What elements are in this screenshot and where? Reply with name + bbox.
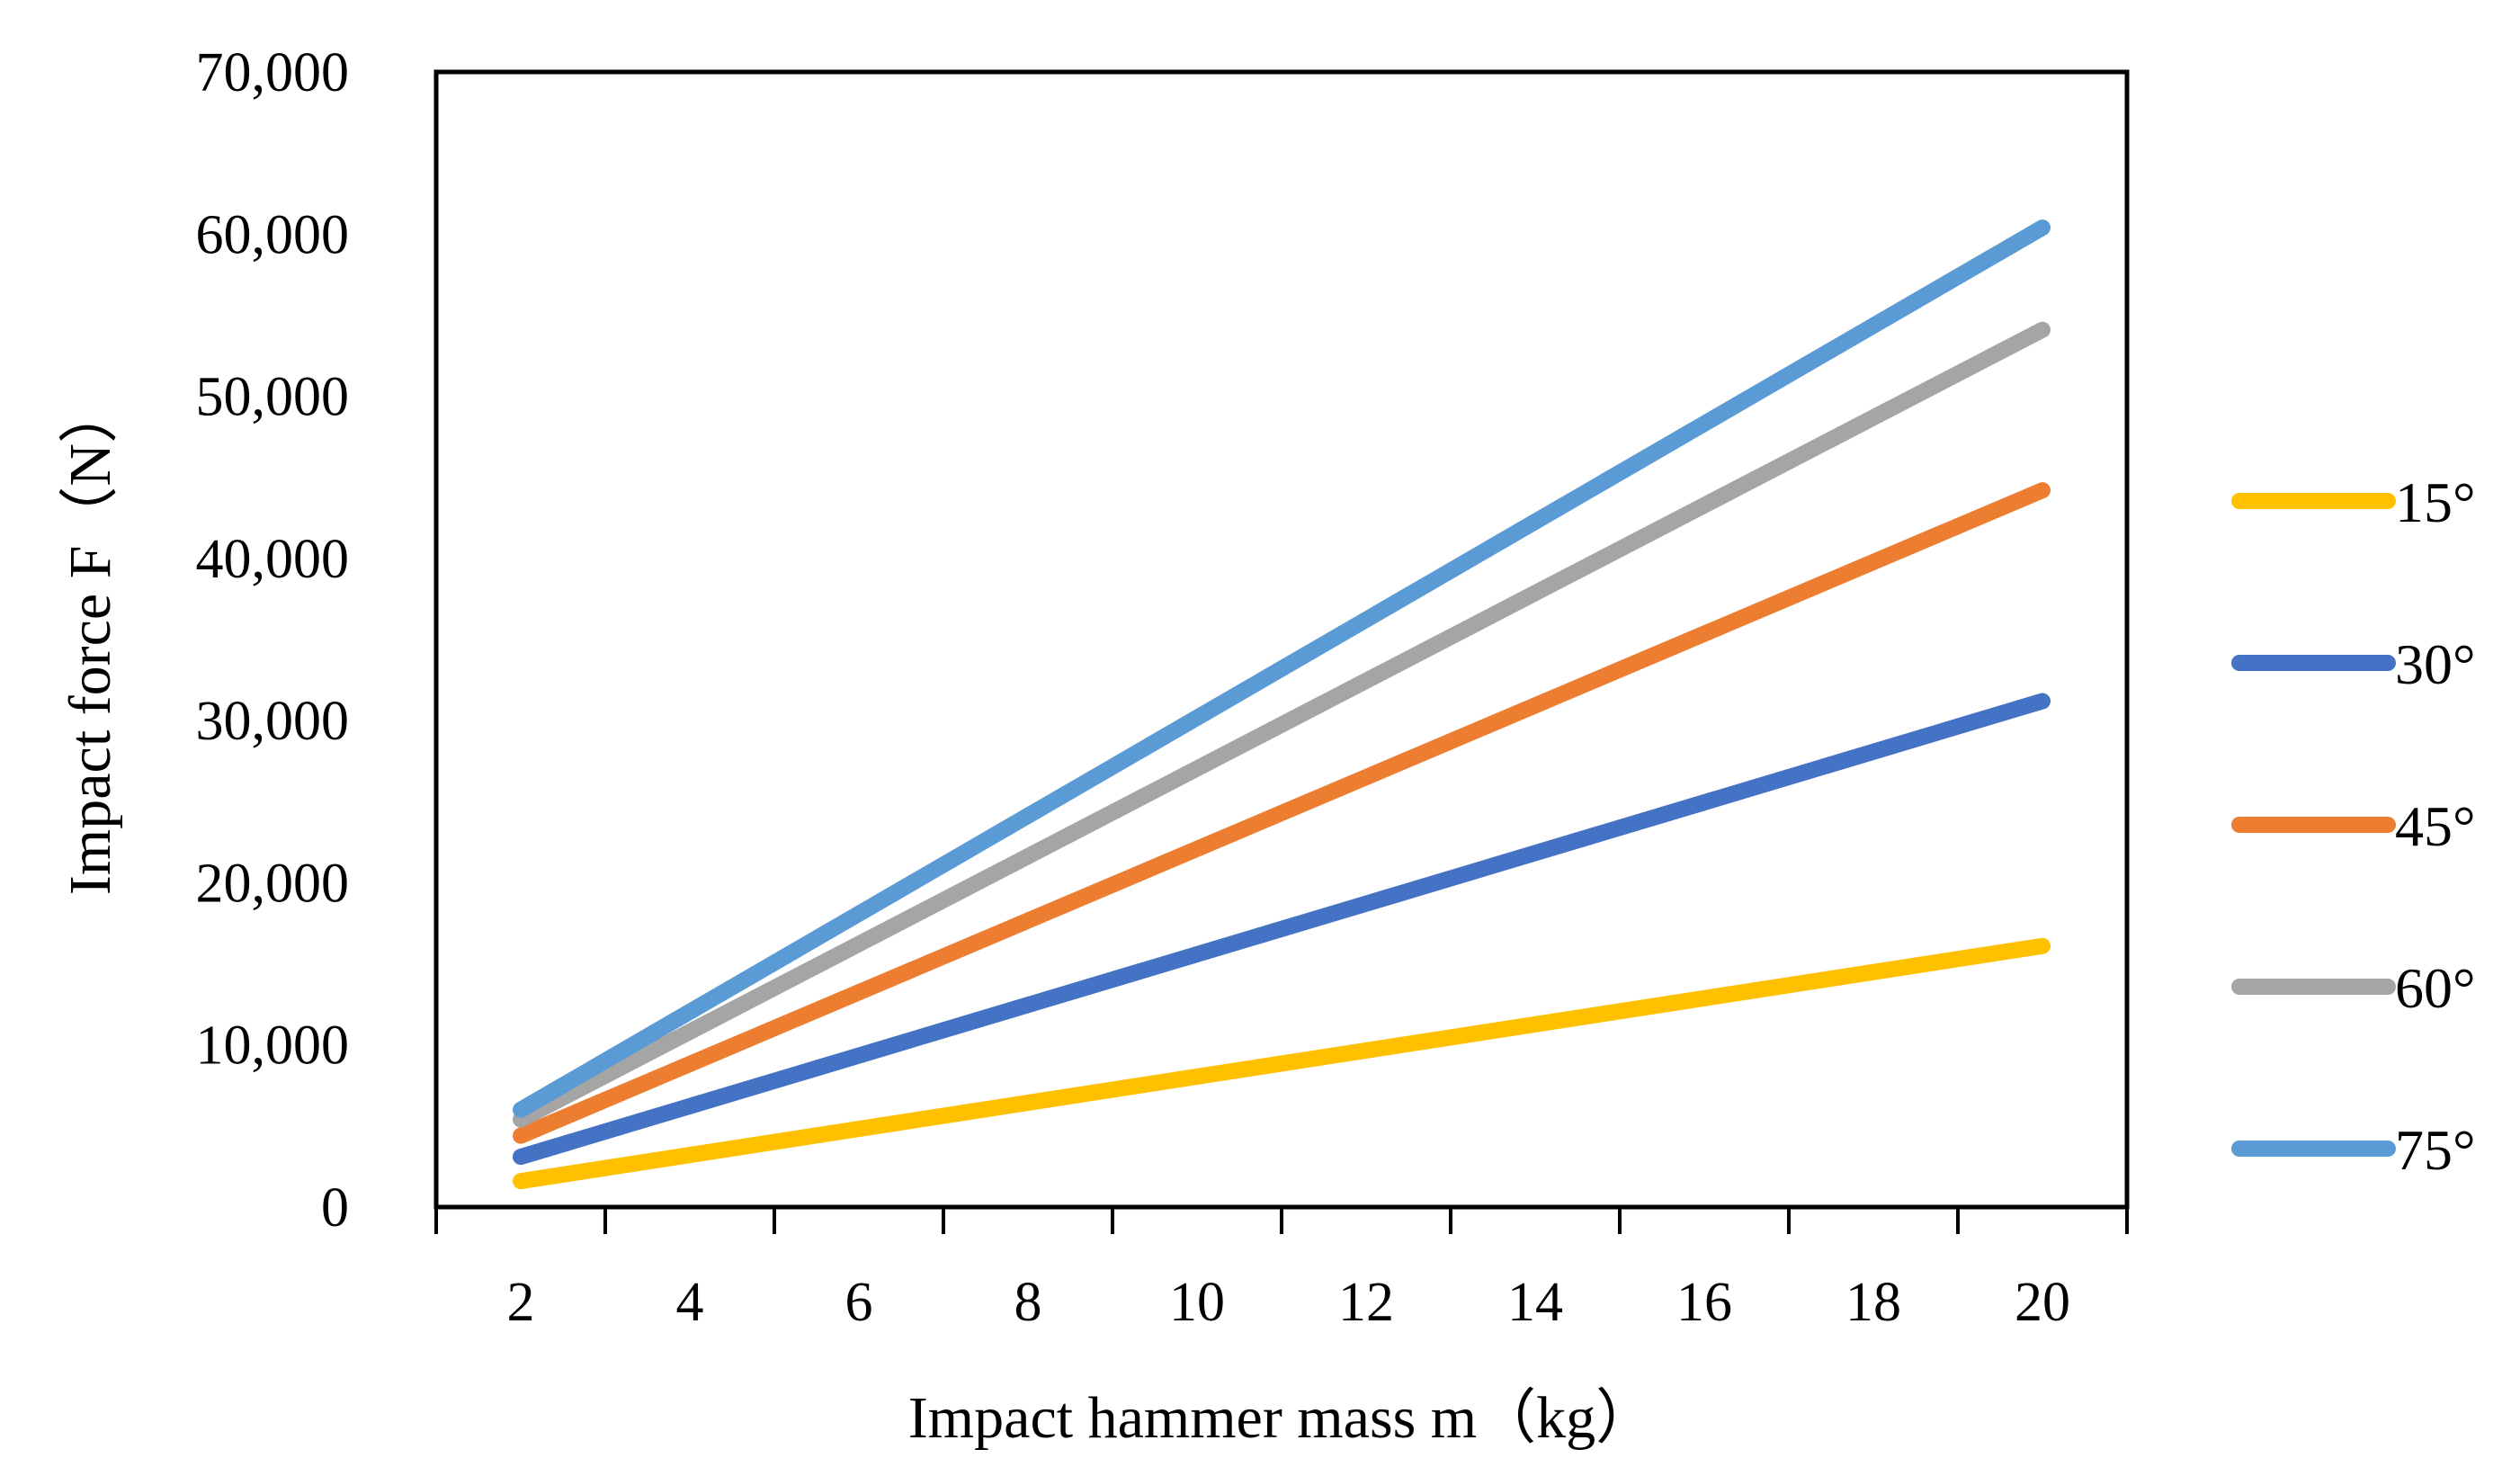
y-tick-label: 50,000 <box>196 367 350 428</box>
x-tick-label: 14 <box>1507 1272 1563 1333</box>
legend-label: 15° <box>2395 470 2476 534</box>
x-tick-label: 4 <box>676 1272 704 1333</box>
y-axis-title: Impact force F（N） <box>58 384 123 895</box>
series-line-30deg <box>513 693 2051 1166</box>
series-line-60deg <box>513 321 2051 1128</box>
x-tick-label: 10 <box>1169 1272 1225 1333</box>
y-tick-label: 30,000 <box>196 691 350 752</box>
y-tick-label: 60,000 <box>196 204 350 265</box>
x-axis-title: Impact hammer mass m（kg） <box>908 1385 1655 1451</box>
y-tick-label: 70,000 <box>196 42 350 103</box>
y-axis-tick-labels: 0 10,000 20,000 30,000 40,000 50,000 60,000 70,… <box>196 42 350 1239</box>
series-line-75deg <box>513 219 2051 1118</box>
legend-label: 75° <box>2395 1118 2476 1182</box>
y-tick-label: 0 <box>321 1177 349 1239</box>
series-line-45deg <box>513 482 2051 1144</box>
x-tick-label: 18 <box>1845 1272 1901 1333</box>
y-tick-label: 10,000 <box>196 1015 350 1077</box>
x-tick-label: 6 <box>845 1272 873 1333</box>
legend: 15° 30° 45° 60° 75° <box>2231 470 2476 1182</box>
series-line-15deg <box>513 937 2051 1190</box>
x-tick-label: 12 <box>1338 1272 1394 1333</box>
x-tick-label: 16 <box>1676 1272 1732 1333</box>
x-axis-tick-labels: 2 4 6 8 10 12 14 16 18 20 <box>507 1272 2071 1333</box>
y-tick-label: 40,000 <box>196 529 350 590</box>
x-tick-label: 8 <box>1014 1272 1042 1333</box>
legend-label: 45° <box>2395 794 2476 858</box>
series-lines <box>513 219 2051 1190</box>
x-tick-label: 2 <box>507 1272 535 1333</box>
legend-label: 30° <box>2395 632 2476 696</box>
x-axis-ticks <box>434 1207 2129 1234</box>
legend-label: 60° <box>2395 956 2476 1020</box>
y-tick-label: 20,000 <box>196 853 350 914</box>
x-tick-label: 20 <box>2015 1272 2070 1333</box>
